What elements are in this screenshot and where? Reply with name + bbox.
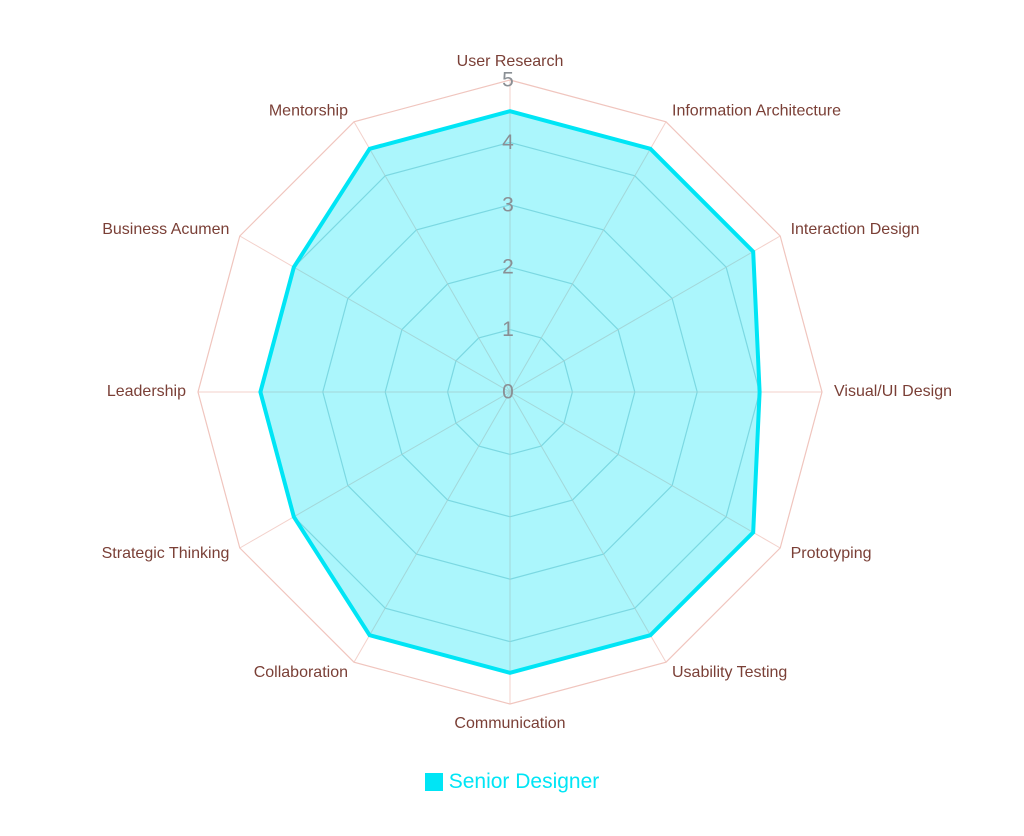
category-label: Prototyping	[791, 545, 872, 562]
radial-tick-label: 1	[502, 318, 514, 341]
category-label: Leadership	[107, 383, 186, 400]
grid-spoke	[239, 391, 511, 549]
legend-swatch	[424, 773, 443, 791]
category-label: Usability Testing	[672, 664, 787, 681]
category-label: Information Architecture	[672, 103, 841, 120]
category-label: Interaction Design	[791, 221, 920, 238]
radial-tick-label: 3	[502, 193, 514, 216]
category-label: Strategic Thinking	[102, 545, 230, 562]
series-area-senior-designer	[258, 109, 762, 675]
category-label: Communication	[454, 715, 565, 732]
grid-spoke	[353, 391, 511, 663]
category-label: User Research	[457, 53, 564, 70]
category-label: Mentorship	[269, 103, 348, 120]
radar-grid	[197, 79, 823, 705]
grid-spoke	[353, 121, 511, 393]
category-label: Collaboration	[254, 664, 348, 681]
legend: Senior Designer	[0, 770, 1024, 794]
legend-label: Senior Designer	[448, 770, 600, 793]
radial-tick-label: 5	[502, 69, 514, 92]
grid-spoke	[509, 391, 781, 549]
radial-tick-label: 2	[502, 256, 514, 279]
category-label: Business Acumen	[102, 221, 229, 238]
radial-tick-label: 4	[502, 131, 514, 154]
radar-series	[258, 109, 762, 675]
radial-tick-labels: 0 1 2 3 4 5	[502, 69, 514, 404]
category-label: Visual/UI Design	[834, 383, 952, 400]
grid-spoke	[509, 235, 781, 393]
grid-spoke	[509, 391, 667, 663]
grid-spoke	[239, 235, 511, 393]
category-labels: User Research Information Architecture Int…	[102, 53, 952, 732]
radial-tick-label: 0	[502, 381, 514, 404]
grid-spoke	[509, 121, 667, 393]
